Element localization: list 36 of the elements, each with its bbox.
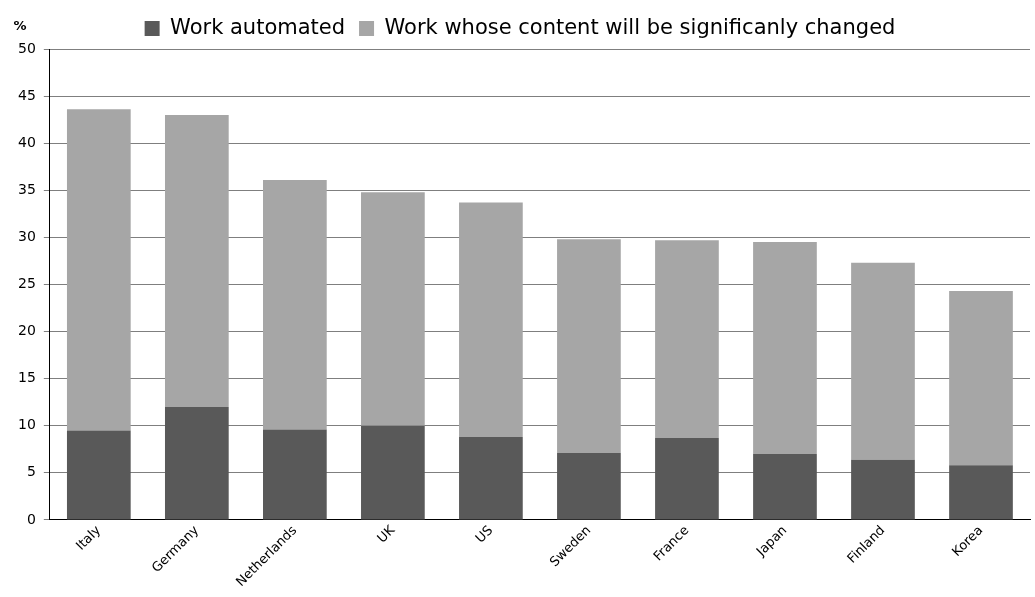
bar	[361, 425, 425, 520]
y-tick-label: 30	[17, 228, 36, 245]
bar	[459, 202, 523, 438]
bar	[361, 192, 425, 426]
x-tick-label: UK	[374, 522, 398, 546]
bar	[557, 453, 621, 520]
y-tick-label: 0	[26, 510, 36, 527]
bar	[263, 429, 327, 520]
y-tick-label: 5	[26, 463, 36, 480]
bar	[949, 291, 1013, 466]
bar	[263, 179, 327, 430]
bar	[655, 437, 719, 520]
bar	[459, 437, 523, 520]
bar	[164, 114, 229, 407]
y-tick-label: 50	[17, 39, 36, 56]
y-tick-label: 15	[17, 369, 36, 386]
bar	[164, 406, 229, 520]
y-axis-title: %	[13, 17, 27, 33]
bar	[753, 454, 817, 520]
bar	[949, 465, 1013, 520]
y-tick-label: 20	[17, 322, 36, 339]
bar	[66, 109, 131, 431]
y-tick-label: 45	[17, 86, 36, 103]
y-tick-label: 10	[17, 416, 36, 433]
y-tick-label: 40	[17, 133, 36, 150]
bar	[66, 430, 131, 520]
legend-label: Work whose content will be significanly changed	[384, 14, 896, 39]
y-tick-label: 25	[17, 275, 36, 292]
legend-label: Work automated	[170, 14, 346, 39]
bar	[655, 240, 719, 438]
y-tick-label: 35	[17, 180, 36, 197]
bar	[753, 242, 817, 454]
bar	[557, 239, 621, 454]
bar	[851, 262, 915, 460]
bar	[851, 459, 915, 520]
x-tick-label: US	[472, 522, 496, 546]
